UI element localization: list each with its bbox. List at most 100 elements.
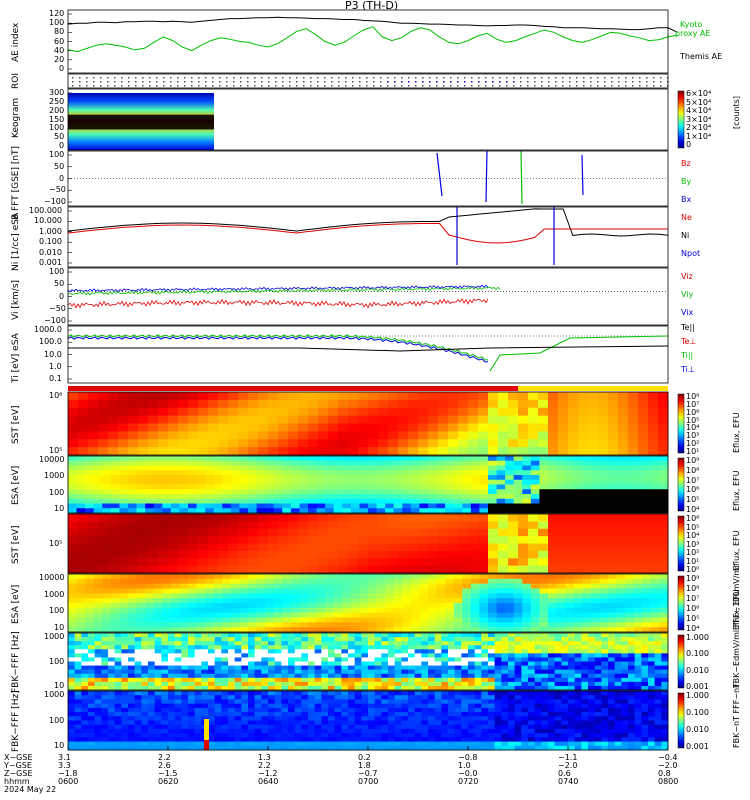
series-line-vix [67, 284, 489, 293]
spectrogram-cell [642, 603, 652, 609]
spectrogram-cell [298, 558, 309, 567]
spectrogram-cell [222, 598, 232, 604]
spectrogram-cell [478, 431, 489, 440]
spectrogram-cell [354, 720, 362, 726]
spectrogram-cell [445, 607, 455, 614]
spectrogram-cell [136, 503, 146, 509]
spectrogram-cell [350, 484, 360, 490]
spectrogram-cell [341, 707, 349, 713]
spectrogram-cell [94, 685, 102, 691]
roi-dot [268, 77, 270, 79]
spectrogram-cell [582, 479, 592, 485]
spectrogram-cell [642, 475, 652, 481]
spectrogram-cell [78, 558, 89, 567]
spectrogram-cell [599, 494, 609, 500]
spectrogram-cell [128, 657, 136, 662]
spectrogram-cell [170, 475, 180, 481]
spectrogram-cell [556, 622, 566, 628]
roi-dot [163, 77, 165, 79]
spectrogram-cell [470, 583, 480, 589]
spectrogram-cell [419, 498, 429, 504]
spectrogram-cell [348, 415, 359, 424]
spectrogram-cell [548, 622, 557, 628]
roi-dot [569, 81, 571, 83]
spectrogram-cell [488, 607, 497, 614]
spectrogram-cell [568, 649, 576, 654]
spectrogram-cell [642, 617, 652, 623]
spectrogram-cell [208, 661, 216, 666]
spectrogram-cell [388, 677, 396, 683]
spectrogram-cell [114, 712, 122, 717]
spectrogram-cell [316, 479, 326, 485]
panel-bg [68, 74, 668, 88]
spectrogram-cell [141, 733, 149, 738]
spectrogram-cell [582, 475, 592, 481]
spectrogram-cell [74, 699, 82, 705]
spectrogram-cell [274, 745, 282, 751]
spectrogram-cell [308, 649, 316, 654]
spectrogram-cell [334, 724, 342, 730]
spectrogram-cell [128, 737, 136, 742]
spectrogram-cell [530, 588, 540, 594]
spectrogram-cell [453, 465, 463, 471]
spectrogram-cell [208, 720, 216, 726]
roi-dot [219, 77, 221, 79]
spectrogram-cell [188, 460, 197, 466]
spectrogram-cell [68, 598, 77, 604]
roi-dot [331, 81, 333, 83]
spectrogram-cell [508, 681, 516, 687]
spectrogram-cell [388, 712, 396, 717]
spectrogram-cell [110, 612, 120, 618]
spectrogram-cell [642, 498, 652, 504]
spectrogram-cell [334, 637, 342, 642]
spectrogram-cell [388, 392, 399, 401]
spectrogram-cell [328, 737, 336, 742]
spectrogram-cell [513, 574, 523, 580]
spectrogram-cell [468, 645, 476, 650]
spectrogram-cell [213, 603, 223, 609]
spectrogram-cell [213, 489, 223, 495]
spectrogram-cell [218, 423, 229, 432]
spectrogram-cell [348, 657, 356, 662]
spectrogram-cell [608, 460, 617, 466]
spectrogram-cell [393, 484, 403, 490]
roi-dot [275, 77, 277, 79]
spectrogram-cell [659, 503, 669, 509]
spectrogram-cell [234, 720, 242, 726]
spectrogram-cell [582, 498, 592, 504]
spectrogram-cell [101, 741, 109, 747]
spectrogram-cell [614, 649, 622, 654]
spectrogram-cell [368, 716, 376, 721]
spectrogram-cell [181, 728, 189, 734]
spectrogram-cell [348, 665, 356, 671]
spectrogram-cell [128, 508, 137, 514]
spectrogram-cell [241, 673, 249, 679]
spectrogram-cell [445, 465, 455, 471]
spectrogram-cell [462, 583, 472, 589]
roi-dot [331, 85, 333, 87]
spectrogram-cell [334, 728, 342, 734]
spectrogram-cell [205, 593, 215, 599]
spectrogram-cell [278, 536, 289, 544]
spectrogram-cell [168, 745, 176, 751]
spectrogram-cell [408, 423, 419, 432]
spectrogram-cell [308, 728, 316, 734]
spectrogram-cell [128, 741, 136, 747]
roi-dot [464, 81, 466, 83]
spectrogram-cell [134, 657, 142, 662]
spectrogram-cell [408, 543, 419, 552]
spectrogram-cell [161, 707, 169, 713]
spectrogram-cell [88, 716, 96, 721]
spectrogram-cell [598, 521, 609, 530]
roi-dot [212, 81, 214, 83]
spectrogram-cell [548, 415, 559, 424]
spectrogram-cell [359, 498, 369, 504]
spectrogram-cell [76, 627, 86, 633]
spectrogram-cell [521, 633, 529, 638]
spectrogram-cell [453, 475, 463, 481]
spectrogram-cell [299, 603, 309, 609]
spectrogram-cell [488, 536, 499, 544]
spectrogram-cell [141, 716, 149, 721]
spectrogram-cell [478, 399, 489, 409]
spectrogram-cell [628, 392, 639, 401]
